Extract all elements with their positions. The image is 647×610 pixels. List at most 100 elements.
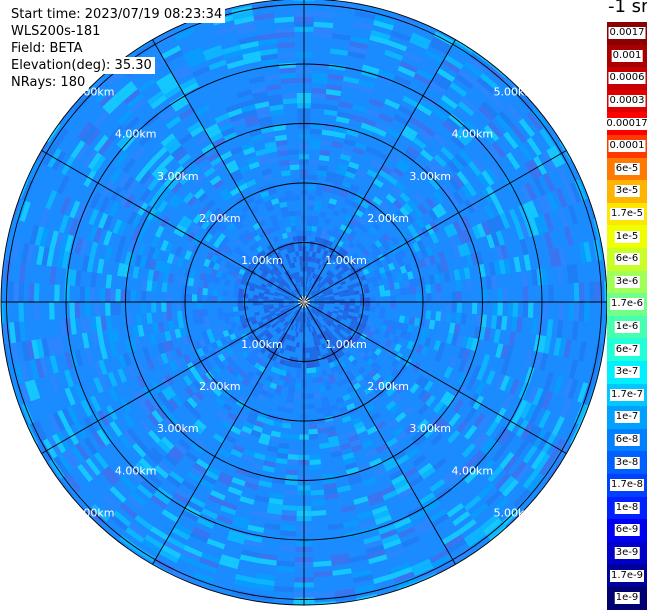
data-cell: [208, 260, 216, 269]
data-cell: [367, 266, 374, 273]
data-cell: [277, 545, 296, 552]
data-cell: [291, 319, 296, 325]
data-cell: [204, 123, 220, 135]
colorbar-level: 1.7e-6: [607, 293, 647, 316]
data-cell: [307, 408, 316, 415]
data-cell: [354, 584, 376, 594]
data-cell: [475, 314, 483, 327]
data-cell: [105, 97, 124, 115]
data-cell: [134, 514, 153, 531]
data-cell: [448, 113, 465, 128]
data-cell: [274, 326, 281, 333]
data-cell: [171, 165, 185, 179]
data-cell: [268, 270, 275, 276]
data-cell: [317, 427, 328, 434]
data-cell: [228, 529, 247, 540]
data-cell: [558, 338, 567, 358]
data-cell: [490, 275, 498, 289]
data-cell: [314, 279, 319, 286]
data-cell: [340, 280, 346, 286]
data-cell: [484, 489, 503, 507]
data-cell: [109, 514, 129, 532]
data-cell: [286, 275, 292, 281]
data-cell: [58, 214, 70, 234]
data-cell: [224, 178, 236, 188]
data-cell: [161, 282, 168, 293]
data-cell: [206, 380, 216, 391]
data-cell: [398, 249, 407, 259]
data-cell: [288, 149, 299, 155]
data-cell: [270, 275, 277, 282]
data-cell: [310, 103, 325, 110]
data-cell: [75, 270, 82, 287]
data-cell: [316, 290, 322, 294]
data-cell: [288, 449, 299, 455]
data-cell: [276, 560, 295, 568]
data-cell: [255, 490, 271, 498]
data-cell: [208, 358, 218, 368]
data-cell: [426, 293, 432, 302]
data-cell: [370, 352, 379, 362]
data-cell: [415, 343, 424, 354]
data-cell: [94, 85, 113, 104]
data-cell: [177, 275, 185, 285]
data-cell: [257, 320, 264, 326]
data-cell: [393, 114, 409, 126]
data-cell: [347, 544, 366, 554]
data-cell: [96, 330, 105, 346]
data-cell: [64, 472, 82, 493]
data-cell: [306, 220, 313, 226]
data-cell: [470, 252, 479, 266]
data-cell: [457, 101, 475, 117]
colorbar-level-label: 3e-6: [614, 275, 640, 288]
data-cell: [357, 462, 371, 472]
data-cell: [232, 217, 242, 227]
data-cell: [269, 348, 276, 356]
data-cell: [413, 518, 432, 532]
colorbar-level: 1e-5: [607, 225, 647, 248]
data-cell: [278, 298, 284, 301]
data-cell: [394, 343, 402, 353]
data-cell: [221, 350, 230, 359]
data-cell: [491, 496, 510, 515]
data-cell: [189, 531, 209, 544]
data-cell: [553, 247, 562, 267]
data-cell: [221, 236, 230, 246]
data-cell: [436, 292, 442, 302]
data-cell: [26, 340, 35, 361]
data-cell: [210, 268, 218, 277]
data-cell: [286, 290, 292, 294]
data-cell: [349, 218, 359, 226]
data-cell: [295, 283, 299, 289]
data-cell: [253, 298, 259, 302]
data-cell: [227, 486, 243, 497]
data-cell: [384, 98, 401, 110]
data-cell: [395, 430, 408, 442]
data-cell: [364, 54, 383, 65]
data-cell: [159, 261, 167, 273]
data-cell: [322, 280, 328, 286]
data-cell: [290, 324, 295, 331]
data-cell: [212, 136, 226, 148]
colorbar-level-label: 1.7e-9: [609, 569, 645, 582]
data-cell: [241, 204, 251, 214]
data-cell: [192, 316, 200, 326]
data-cell: [308, 326, 312, 333]
colorbar-level-label: 3e-7: [614, 366, 640, 379]
data-cell: [421, 391, 432, 404]
data-cell: [362, 314, 369, 321]
data-cell: [173, 68, 193, 82]
data-cell: [220, 337, 228, 346]
data-cell: [204, 322, 211, 331]
data-cell: [291, 418, 300, 425]
data-cell: [406, 340, 415, 350]
data-cell: [343, 138, 357, 147]
data-cell: [269, 310, 276, 315]
data-cell: [379, 379, 389, 390]
data-cell: [325, 88, 342, 97]
data-cell: [244, 374, 253, 383]
data-cell: [395, 454, 410, 466]
data-cell: [91, 503, 110, 522]
data-cell: [293, 309, 298, 315]
data-cell: [342, 519, 360, 529]
